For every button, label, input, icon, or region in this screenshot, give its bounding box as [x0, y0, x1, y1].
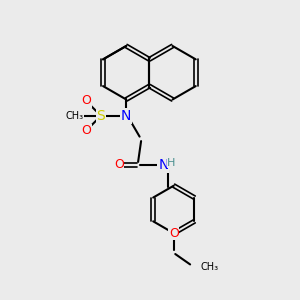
Text: N: N — [121, 109, 131, 123]
Text: CH₃: CH₃ — [200, 262, 219, 272]
Text: H: H — [167, 158, 176, 168]
Text: O: O — [169, 227, 179, 240]
Text: O: O — [81, 124, 91, 137]
Text: CH₃: CH₃ — [65, 111, 83, 121]
Text: O: O — [114, 158, 124, 171]
Text: O: O — [81, 94, 91, 107]
Text: N: N — [158, 158, 169, 172]
Text: S: S — [97, 109, 105, 123]
